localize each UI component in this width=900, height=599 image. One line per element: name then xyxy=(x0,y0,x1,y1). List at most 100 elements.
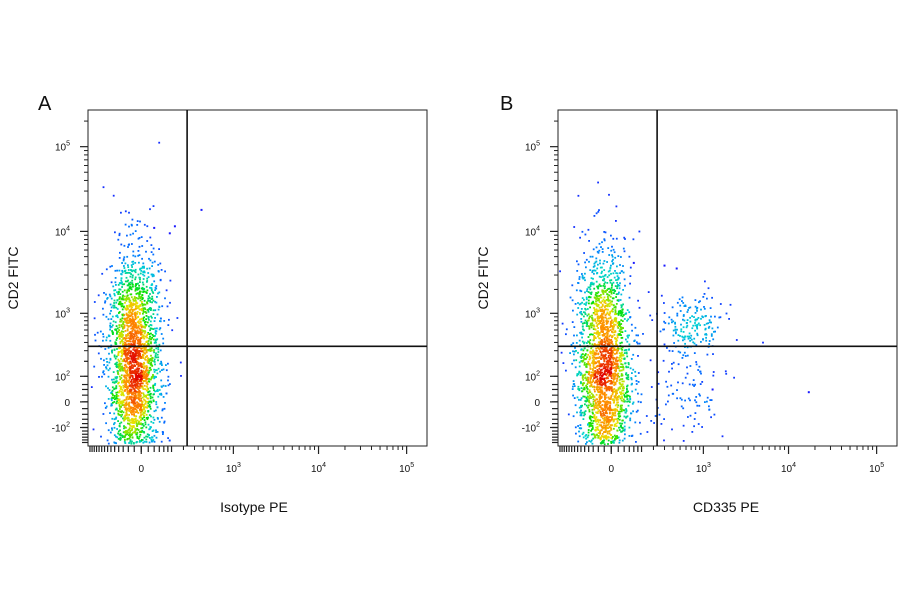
event-dot xyxy=(158,389,161,391)
event-dot xyxy=(622,271,625,274)
event-dot xyxy=(120,282,123,285)
event-dot xyxy=(130,411,132,414)
event-dot xyxy=(596,378,599,380)
event-dot xyxy=(125,396,128,399)
event-dot xyxy=(616,406,619,408)
event-dot xyxy=(148,390,151,393)
event-dot xyxy=(615,425,618,427)
event-dot xyxy=(150,273,153,276)
event-dot xyxy=(612,272,615,275)
event-dot xyxy=(584,272,586,275)
event-dot xyxy=(149,338,152,341)
event-dot xyxy=(704,401,706,403)
event-dot xyxy=(114,357,117,360)
event-dot xyxy=(588,440,591,442)
event-dot xyxy=(134,276,137,279)
event-dot xyxy=(614,285,617,287)
event-dot xyxy=(139,365,142,367)
event-dot xyxy=(585,437,588,440)
event-dot xyxy=(605,426,608,429)
event-dot xyxy=(611,335,613,337)
event-dot xyxy=(594,310,596,313)
event-dot xyxy=(113,434,116,437)
event-dot xyxy=(149,335,151,338)
event-dot xyxy=(133,359,136,362)
event-dot xyxy=(124,370,127,373)
event-dot xyxy=(710,321,712,324)
event-dot xyxy=(605,403,608,406)
event-dot xyxy=(602,400,605,403)
event-dot xyxy=(153,358,156,361)
event-dot xyxy=(108,335,110,338)
event-dot xyxy=(123,381,126,384)
event-dot xyxy=(611,351,614,353)
event-dot xyxy=(580,310,582,313)
event-dot xyxy=(579,424,582,426)
event-dot xyxy=(140,287,143,290)
event-dot xyxy=(113,426,116,429)
y-tick-label: 102 xyxy=(525,370,540,383)
event-dot xyxy=(616,336,619,339)
event-dot xyxy=(700,308,702,311)
event-dot xyxy=(141,343,144,346)
event-dot xyxy=(115,365,118,367)
event-dot xyxy=(671,367,673,370)
event-dot xyxy=(149,397,152,400)
event-dot xyxy=(97,294,100,297)
event-dot xyxy=(594,294,597,296)
event-dot xyxy=(138,440,141,443)
event-dot xyxy=(121,283,124,286)
event-dot xyxy=(637,400,640,403)
event-dot xyxy=(597,410,600,413)
event-dot xyxy=(561,322,564,325)
event-dot xyxy=(135,395,138,397)
event-dot xyxy=(136,397,139,399)
event-dot xyxy=(612,360,615,363)
event-dot xyxy=(605,373,608,375)
event-dot xyxy=(581,404,583,407)
event-dot xyxy=(131,316,134,318)
event-dot xyxy=(624,313,627,315)
event-dot xyxy=(585,258,588,261)
event-dot xyxy=(163,420,166,423)
event-dot xyxy=(140,356,143,358)
event-dot xyxy=(592,363,595,366)
event-dot xyxy=(143,347,146,350)
event-dot xyxy=(115,284,117,286)
event-dot xyxy=(588,390,591,393)
event-dot xyxy=(134,288,137,291)
event-dot xyxy=(130,380,132,383)
event-dot xyxy=(579,414,582,417)
event-dot xyxy=(127,334,130,336)
event-dot xyxy=(140,430,142,433)
event-dot xyxy=(599,405,602,408)
event-dot xyxy=(609,288,612,291)
event-dot xyxy=(585,322,588,324)
event-dot xyxy=(150,251,153,253)
event-dot xyxy=(158,393,161,396)
event-dot xyxy=(127,319,130,322)
event-dot xyxy=(120,302,122,305)
event-dot xyxy=(166,305,169,308)
event-dot xyxy=(635,441,637,443)
event-dot xyxy=(153,260,156,263)
event-dot xyxy=(606,276,609,278)
event-dot xyxy=(682,336,685,339)
event-dot xyxy=(139,331,142,334)
event-dot xyxy=(586,349,589,352)
event-dot xyxy=(663,343,666,346)
event-dot xyxy=(571,362,574,365)
event-dot xyxy=(137,423,140,425)
event-dot xyxy=(619,391,621,394)
event-dot xyxy=(710,333,713,336)
event-dot xyxy=(92,428,95,431)
event-dot xyxy=(127,325,130,328)
x-tick-label: 103 xyxy=(696,462,711,475)
event-dot xyxy=(144,308,146,310)
event-dot xyxy=(594,419,597,422)
event-dot xyxy=(589,367,592,370)
event-dot xyxy=(147,317,150,320)
event-dot xyxy=(613,439,616,442)
event-dot xyxy=(679,310,682,312)
event-dot xyxy=(130,286,132,289)
